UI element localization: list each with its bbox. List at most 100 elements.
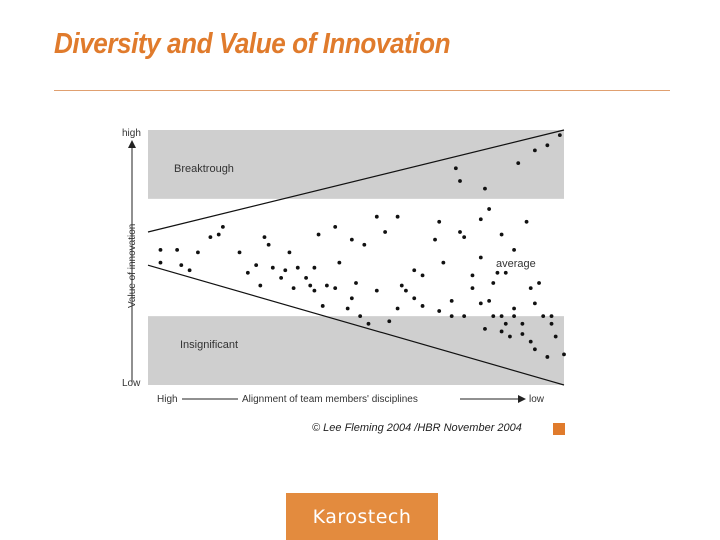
data-point xyxy=(324,283,329,288)
data-point xyxy=(220,225,225,229)
data-point xyxy=(512,306,516,311)
data-point xyxy=(437,309,442,313)
data-point xyxy=(287,250,292,255)
region-label-insignificant: Insignificant xyxy=(180,339,238,351)
data-point xyxy=(528,339,533,344)
data-point xyxy=(441,260,446,265)
data-point xyxy=(374,214,379,219)
data-point xyxy=(553,334,558,339)
logo-text: Karostech xyxy=(312,505,412,528)
slide-title: Diversity and Value of Innovation xyxy=(54,28,451,60)
data-point xyxy=(478,255,483,260)
x-tick-high: High xyxy=(157,394,178,405)
data-point xyxy=(562,352,566,357)
data-point xyxy=(499,329,504,334)
data-point xyxy=(532,148,537,153)
data-point xyxy=(258,283,263,288)
data-point xyxy=(208,235,213,239)
data-point xyxy=(175,247,180,252)
data-point xyxy=(549,321,554,326)
data-point xyxy=(266,242,271,247)
data-point xyxy=(487,207,492,211)
data-point xyxy=(216,232,221,237)
data-point xyxy=(491,281,496,285)
data-point xyxy=(158,247,163,252)
data-point xyxy=(404,288,408,293)
data-point xyxy=(187,268,192,273)
data-point xyxy=(499,314,504,319)
data-point xyxy=(433,237,437,242)
data-point xyxy=(395,214,400,219)
x-axis-label: Alignment of team members' disciplines xyxy=(242,394,418,405)
data-point xyxy=(524,219,529,224)
data-point xyxy=(237,250,242,255)
data-point xyxy=(470,273,475,278)
data-point xyxy=(545,143,550,148)
data-point xyxy=(462,235,467,239)
data-point xyxy=(503,321,508,326)
data-point xyxy=(495,270,500,275)
upper-boundary-line xyxy=(147,129,565,233)
orange-square-bullet xyxy=(553,423,565,435)
data-point xyxy=(270,265,275,270)
data-point xyxy=(395,306,400,311)
data-point xyxy=(458,179,462,183)
data-point xyxy=(537,281,541,285)
insignificant-band xyxy=(148,316,564,385)
data-point xyxy=(279,276,284,280)
data-point xyxy=(503,270,508,275)
data-point xyxy=(374,288,379,293)
data-point xyxy=(487,298,492,303)
data-point xyxy=(337,260,342,265)
data-point xyxy=(312,288,317,293)
data-point xyxy=(308,283,313,288)
data-point xyxy=(458,230,462,234)
data-point xyxy=(557,133,562,137)
data-point xyxy=(512,314,516,319)
data-point xyxy=(320,304,325,308)
data-point xyxy=(545,355,550,359)
data-point xyxy=(449,298,454,303)
breakthrough-band xyxy=(148,130,564,199)
data-point xyxy=(179,263,184,268)
data-point xyxy=(245,270,250,275)
data-point xyxy=(449,314,454,319)
region-label-breakthrough: Breaktrough xyxy=(174,163,234,175)
data-point xyxy=(549,314,554,319)
data-point xyxy=(291,286,296,290)
data-point xyxy=(316,232,321,237)
data-point xyxy=(312,265,317,270)
data-point xyxy=(462,314,467,319)
x-tick-low: low xyxy=(529,394,545,405)
data-point xyxy=(420,304,425,308)
data-point xyxy=(532,301,537,306)
lower-boundary-line xyxy=(147,264,565,386)
data-point xyxy=(437,219,442,224)
data-point xyxy=(508,334,512,339)
data-point xyxy=(349,237,354,242)
title-divider xyxy=(54,90,670,91)
scatter-chart-svg: high Low Value of innovation High Alignm… xyxy=(122,128,566,405)
data-point xyxy=(366,321,371,326)
x-axis-arrow xyxy=(518,395,526,403)
data-point xyxy=(254,263,259,268)
data-point xyxy=(358,314,363,319)
data-points xyxy=(158,133,566,359)
data-point xyxy=(196,250,200,255)
data-point xyxy=(304,276,308,280)
data-point xyxy=(420,273,425,278)
y-tick-low: Low xyxy=(122,378,141,389)
data-point xyxy=(333,225,338,229)
data-point xyxy=(345,306,350,311)
data-point xyxy=(541,314,546,319)
data-point xyxy=(516,161,521,166)
data-point xyxy=(333,286,338,290)
data-point xyxy=(262,235,267,239)
data-point xyxy=(528,286,533,290)
region-label-average: average xyxy=(496,258,536,270)
data-point xyxy=(412,268,417,273)
data-point xyxy=(520,332,525,336)
data-point xyxy=(283,268,288,273)
karostech-logo: Karostech xyxy=(286,493,438,540)
data-point xyxy=(532,347,537,352)
